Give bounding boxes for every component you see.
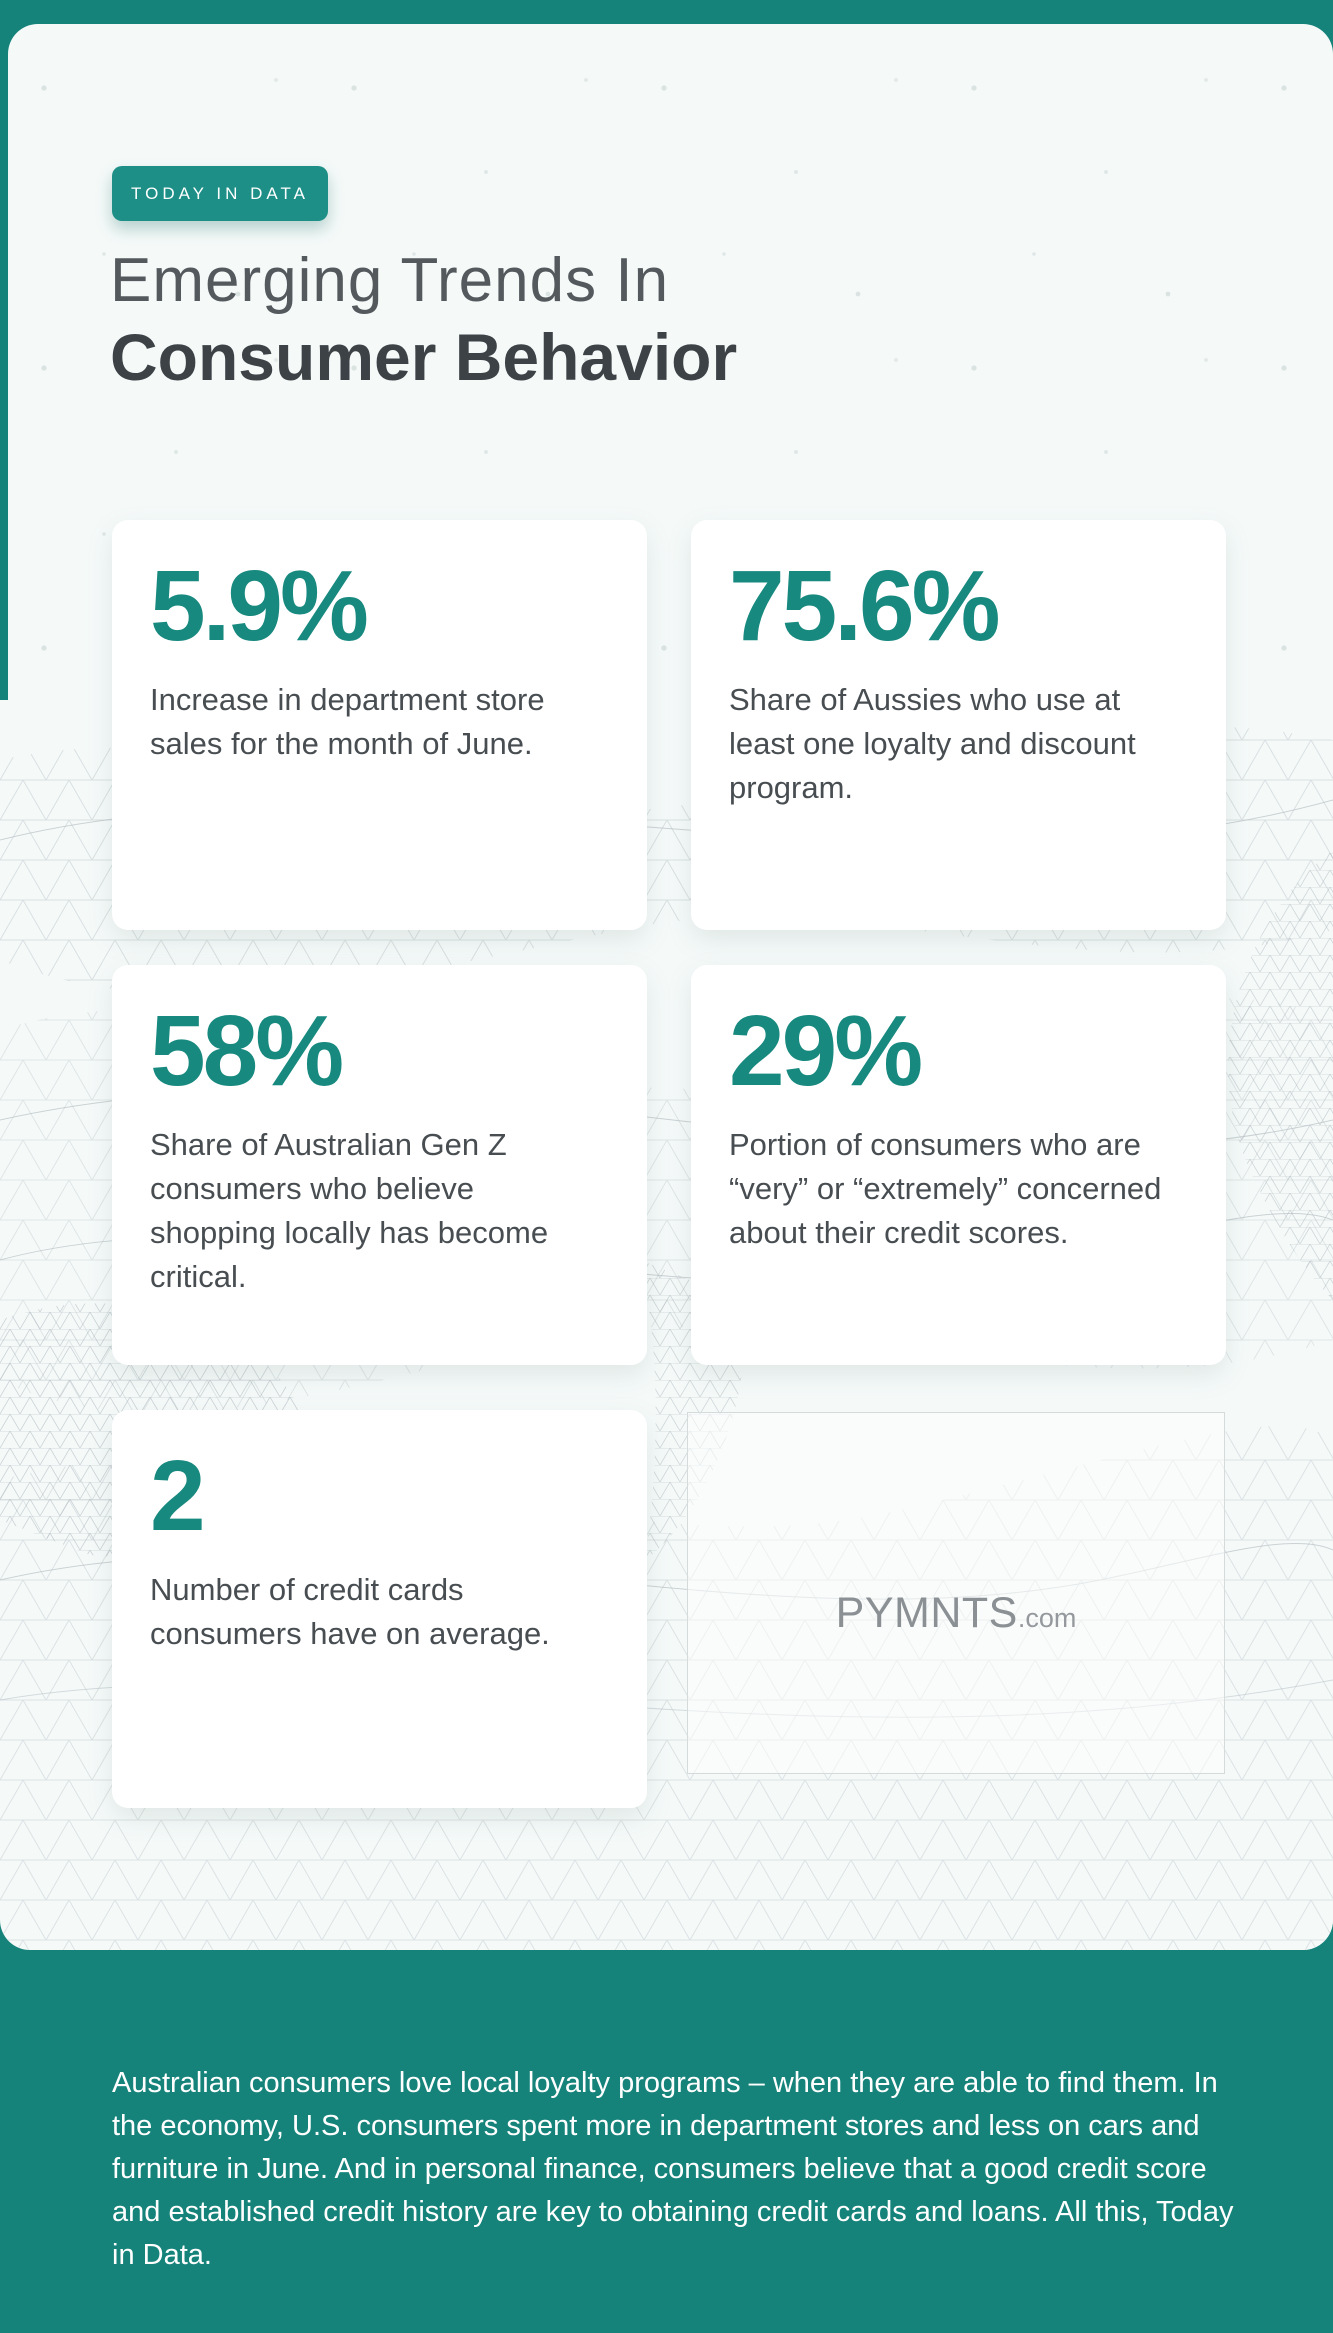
stat-card-department-store-sales: 5.9% Increase in department store sales …: [112, 520, 647, 930]
stat-value: 29%: [729, 995, 923, 1107]
stat-description: Portion of consumers who are “very” or “…: [729, 1127, 1162, 1250]
pymnts-logo-panel: PYMNTS.com: [687, 1412, 1225, 1774]
title-line-1: Emerging Trends In: [110, 246, 670, 315]
badge-label: TODAY IN DATA: [131, 183, 309, 203]
stat-card-credit-score-concern: 29% Portion of consumers who are “very” …: [691, 965, 1226, 1365]
stat-value: 75.6%: [729, 550, 1001, 662]
footer-summary-band: Australian consumers love local loyalty …: [0, 1950, 1333, 2333]
title-line-2: Consumer Behavior: [110, 320, 738, 394]
pymnts-logo: PYMNTS.com: [836, 1589, 1077, 1638]
stat-value: 2: [150, 1440, 206, 1552]
stat-value: 58%: [150, 995, 344, 1107]
stat-card-loyalty-programs: 75.6% Share of Aussies who use at least …: [691, 520, 1226, 930]
pymnts-logo-suffix: .com: [1017, 1602, 1077, 1633]
today-in-data-badge: TODAY IN DATA: [112, 166, 328, 221]
stat-description: Share of Aussies who use at least one lo…: [729, 682, 1136, 805]
pymnts-logo-brand: PYMNTS: [835, 1588, 1018, 1637]
stat-description: Share of Australian Gen Z consumers who …: [150, 1127, 549, 1294]
stat-card-gen-z-local-shopping: 58% Share of Australian Gen Z consumers …: [112, 965, 647, 1365]
stat-description: Increase in department store sales for t…: [150, 682, 545, 761]
stat-description: Number of credit cards consumers have on…: [150, 1572, 550, 1651]
stat-card-average-credit-cards: 2 Number of credit cards consumers have …: [112, 1410, 647, 1808]
page-title: Emerging Trends In Consumer Behavior: [110, 242, 737, 396]
stat-value: 5.9%: [150, 550, 369, 662]
footer-summary-text: Australian consumers love local loyalty …: [112, 2067, 1234, 2271]
